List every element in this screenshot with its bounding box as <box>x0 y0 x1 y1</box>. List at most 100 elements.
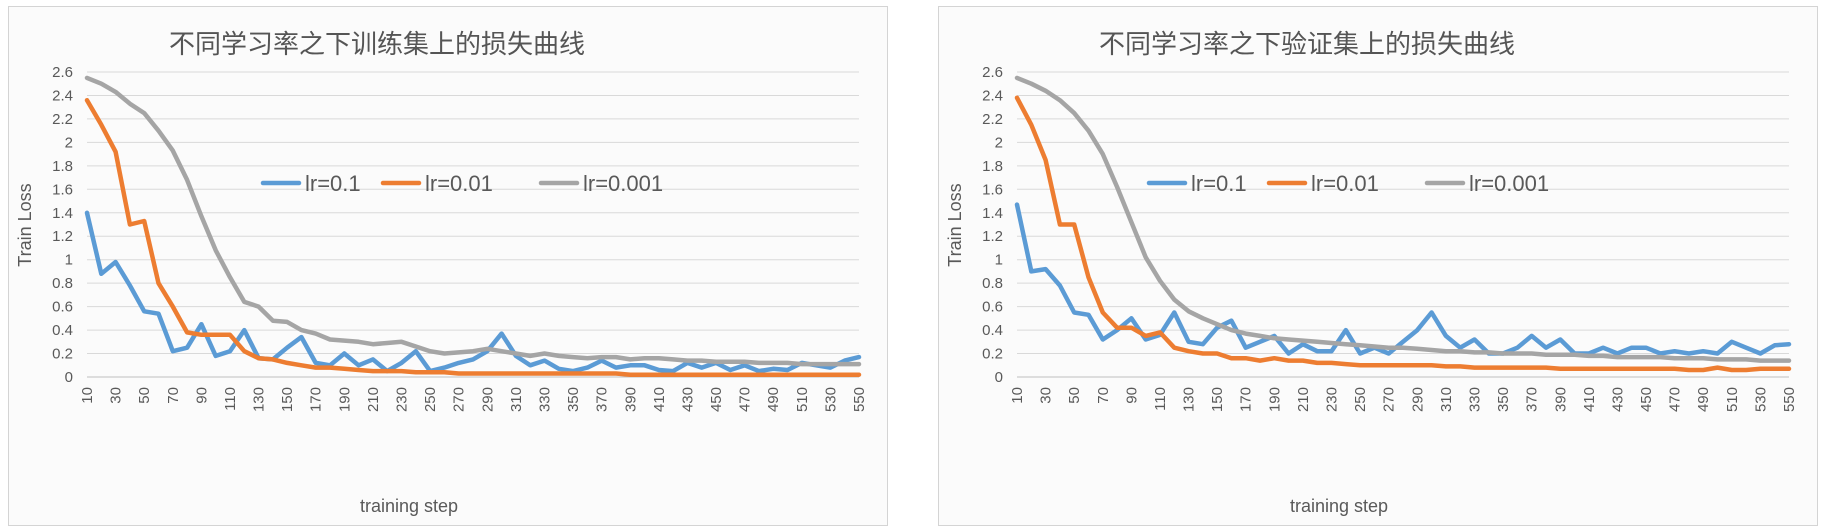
x-tick-label: 210 <box>365 387 382 412</box>
x-tick-label: 370 <box>1524 387 1541 412</box>
y-tick-label: 2.4 <box>52 87 73 104</box>
x-axis-title: training step <box>360 496 458 516</box>
chart-panel-train: 不同学习率之下训练集上的损失曲线 Train Loss training ste… <box>8 6 888 526</box>
x-tick-label: 190 <box>1266 387 1283 412</box>
chart-validation-loss: 不同学习率之下验证集上的损失曲线 Train Loss training ste… <box>945 30 1798 516</box>
x-tick-label: 330 <box>536 387 553 412</box>
x-tick-label: 550 <box>851 387 868 412</box>
x-tick-label: 90 <box>1123 387 1140 404</box>
y-tick-label: 1.4 <box>982 205 1003 222</box>
y-tick-label: 0 <box>65 369 73 386</box>
legend-item: lr=0.001 <box>1424 171 1549 196</box>
chart-panel-validation: 不同学习率之下验证集上的损失曲线 Train Loss training ste… <box>938 6 1818 526</box>
legend-item: lr=0.001 <box>538 171 663 196</box>
legend-item: lr=0.01 <box>380 171 493 196</box>
x-tick-label: 350 <box>565 387 582 412</box>
x-tick-label: 50 <box>136 387 153 404</box>
x-tick-label: 310 <box>1438 387 1455 412</box>
series-line-lr-0-001 <box>84 75 862 367</box>
y-tick-label: 0.6 <box>52 299 73 316</box>
chart-train-loss: 不同学习率之下训练集上的损失曲线 Train Loss training ste… <box>15 30 868 516</box>
y-tick-label: 0.2 <box>52 346 73 363</box>
y-tick-label: 2 <box>995 134 1003 151</box>
y-tick-label: 0 <box>995 369 1003 386</box>
x-tick-label: 370 <box>594 387 611 412</box>
y-tick-label: 1.8 <box>982 158 1003 175</box>
y-tick-label: 1 <box>995 252 1003 269</box>
x-tick-label: 150 <box>1209 387 1226 412</box>
x-tick-label: 350 <box>1495 387 1512 412</box>
y-tick-label: 2 <box>65 134 73 151</box>
legend-item: lr=0.1 <box>260 171 361 196</box>
x-tick-label: 170 <box>308 387 325 412</box>
x-tick-label: 430 <box>679 387 696 412</box>
legend-label: lr=0.1 <box>305 171 361 196</box>
y-tick-label: 1 <box>65 252 73 269</box>
x-tick-label: 230 <box>1324 387 1341 412</box>
x-tick-label: 290 <box>479 387 496 412</box>
x-tick-label: 250 <box>1352 387 1369 412</box>
x-tick-label: 470 <box>1667 387 1684 412</box>
x-tick-label: 90 <box>193 387 210 404</box>
legend: lr=0.1 lr=0.01 lr=0.001 <box>1146 171 1549 196</box>
x-tick-label: 30 <box>108 387 125 404</box>
legend-label: lr=0.001 <box>583 171 663 196</box>
x-tick-label: 110 <box>1152 387 1169 411</box>
x-tick-label: 210 <box>1295 387 1312 412</box>
x-tick-label: 390 <box>622 387 639 412</box>
y-tick-label: 0.4 <box>982 322 1003 339</box>
series-line-lr-0-1 <box>1014 202 1792 356</box>
x-tick-label: 270 <box>1381 387 1398 412</box>
series-line-lr-0-1 <box>84 210 862 374</box>
x-tick-label: 330 <box>1466 387 1483 412</box>
y-axis-title: Train Loss <box>945 183 965 266</box>
y-tick-label: 1.2 <box>52 228 73 245</box>
x-tick-label: 110 <box>222 387 239 411</box>
x-tick-label: 290 <box>1409 387 1426 412</box>
x-tick-label: 50 <box>1066 387 1083 404</box>
series-line-lr-0-01 <box>1014 95 1792 373</box>
legend: lr=0.1 lr=0.01 lr=0.001 <box>260 171 663 196</box>
y-tick-label: 1.8 <box>52 158 73 175</box>
x-tick-label: 450 <box>708 387 725 412</box>
y-tick-label: 1.4 <box>52 205 73 222</box>
y-tick-label: 2.2 <box>982 111 1003 128</box>
x-tick-label: 510 <box>1724 387 1741 412</box>
y-tick-label: 0.6 <box>982 299 1003 316</box>
x-tick-label: 310 <box>508 387 525 412</box>
x-tick-label: 130 <box>1181 387 1198 412</box>
x-axis-title: training step <box>1290 496 1388 516</box>
x-tick-label: 130 <box>251 387 268 412</box>
legend-label: lr=0.01 <box>425 171 493 196</box>
series-line-lr-0-001 <box>1014 75 1792 363</box>
x-tick-label: 410 <box>1581 387 1598 412</box>
y-tick-label: 1.6 <box>982 181 1003 198</box>
y-axis-title: Train Loss <box>15 183 35 266</box>
y-tick-label: 0.4 <box>52 322 73 339</box>
x-tick-label: 450 <box>1638 387 1655 412</box>
legend-label: lr=0.1 <box>1191 171 1247 196</box>
legend-label: lr=0.01 <box>1311 171 1379 196</box>
x-tick-label: 270 <box>451 387 468 412</box>
x-tick-label: 10 <box>79 387 96 404</box>
x-tick-label: 490 <box>765 387 782 412</box>
legend-item: lr=0.01 <box>1266 171 1379 196</box>
x-tick-label: 250 <box>422 387 439 412</box>
x-tick-label: 490 <box>1695 387 1712 412</box>
chart-title: 不同学习率之下验证集上的损失曲线 <box>1099 30 1515 60</box>
x-tick-label: 390 <box>1552 387 1569 412</box>
series-line-lr-0-01 <box>84 97 862 377</box>
legend-item: lr=0.1 <box>1146 171 1247 196</box>
x-tick-label: 150 <box>279 387 296 412</box>
y-tick-label: 0.8 <box>52 275 73 292</box>
y-tick-label: 2.6 <box>982 64 1003 81</box>
x-tick-label: 530 <box>822 387 839 412</box>
x-tick-label: 10 <box>1009 387 1026 404</box>
y-tick-label: 1.2 <box>982 228 1003 245</box>
y-tick-label: 0.2 <box>982 346 1003 363</box>
x-tick-label: 30 <box>1038 387 1055 404</box>
x-tick-label: 530 <box>1752 387 1769 412</box>
y-tick-label: 0.8 <box>982 275 1003 292</box>
y-tick-label: 1.6 <box>52 181 73 198</box>
x-tick-label: 230 <box>394 387 411 412</box>
